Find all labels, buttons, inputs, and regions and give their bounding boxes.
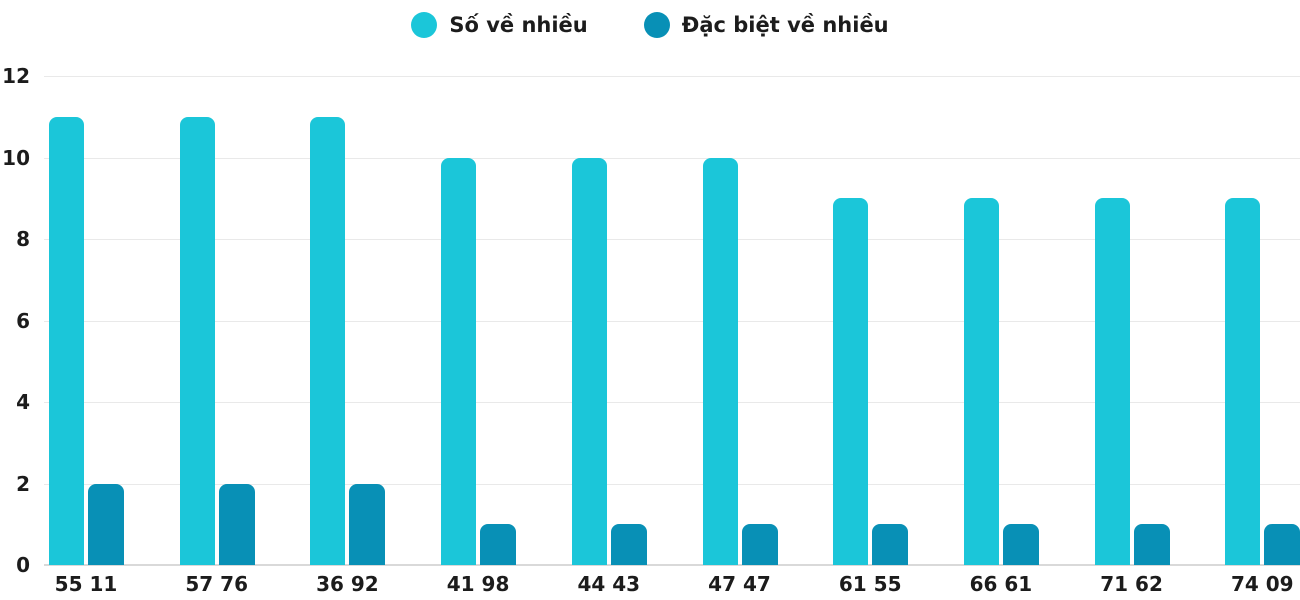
y-tick-label: 0 [16,553,30,577]
x-axis-label: 55 11 [54,572,118,596]
bar-series-0-41-98[interactable] [441,157,477,565]
y-tick-label: 6 [16,308,30,333]
legend-marker-icon [411,12,438,38]
legend-label: Đặc biệt về nhiều [681,13,889,37]
bar-series-1-55-11[interactable] [88,483,124,565]
x-axis-label: 57 76 [185,572,248,596]
gridline [44,239,1300,240]
bar-series-0-71-62[interactable] [1094,198,1130,565]
legend-label: Số về nhiều [449,13,588,37]
gridline [44,402,1300,403]
x-axis-label: 36 92 [316,572,379,596]
bar-series-0-66-61[interactable] [963,198,999,565]
legend-item-so-ve-nhieu[interactable]: Số về nhiều [411,10,588,40]
bar-series-0-57-76[interactable] [179,116,215,565]
bar-series-0-44-43[interactable] [571,157,607,565]
x-axis-label: 61 55 [838,572,902,596]
bar-series-1-36-92[interactable] [349,483,386,565]
bar-series-0-55-11[interactable] [49,116,84,565]
bar-series-1-44-43[interactable] [610,524,647,565]
bar-series-0-36-92[interactable] [310,116,346,565]
y-tick-label: 12 [2,64,30,88]
gridline [44,483,1300,485]
x-axis-label: 47 47 [708,572,771,596]
gridline [44,157,1300,159]
y-tick-label: 8 [16,227,30,251]
bar-series-0-74-09[interactable] [1225,198,1261,565]
gridline [44,320,1300,322]
bar-series-1-71-62[interactable] [1133,524,1170,565]
bar-series-1-74-09[interactable] [1264,524,1300,565]
x-axis-label: 66 61 [969,572,1033,596]
y-tick-label: 10 [2,145,30,170]
y-tick-label: 2 [16,471,30,496]
legend-item-dac-biet-ve-nhieu[interactable]: Đặc biệt về nhiều [643,10,889,40]
x-axis-label: 44 43 [577,572,641,596]
gridline [44,76,1300,77]
bar-series-1-61-55[interactable] [872,524,909,565]
x-axis-label: 74 09 [1230,572,1294,596]
y-tick-label: 4 [16,390,30,414]
bar-series-1-57-76[interactable] [218,483,255,565]
x-axis-line [44,564,1300,566]
chart-legend: Số về nhiều Đặc biệt về nhiều [0,10,1300,40]
bar-series-1-47-47[interactable] [741,524,778,565]
bar-series-1-41-98[interactable] [480,524,517,565]
bar-series-0-61-55[interactable] [833,198,869,565]
bar-series-0-47-47[interactable] [702,157,738,565]
x-axis-label: 41 98 [446,572,510,596]
legend-marker-icon [643,12,670,38]
x-axis-label: 71 62 [1100,572,1163,596]
bar-series-1-66-61[interactable] [1002,524,1039,565]
